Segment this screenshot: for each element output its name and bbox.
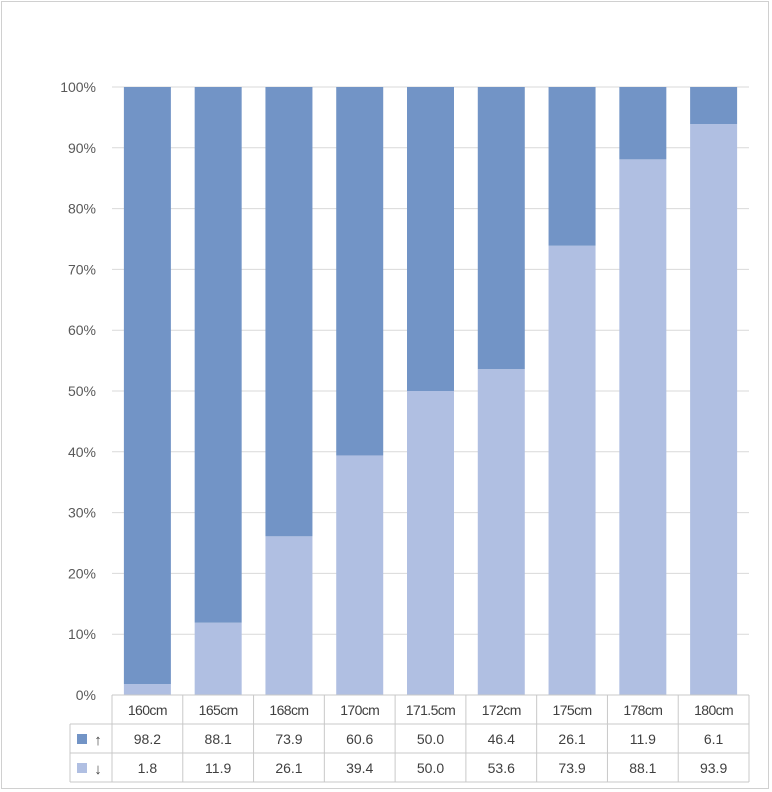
y-tick-label: 30%	[68, 505, 96, 521]
bar-segment-up	[123, 87, 171, 685]
x-category-label: 178cm	[623, 702, 662, 718]
x-category-label: 165cm	[199, 702, 238, 718]
bar-segment-down	[619, 159, 667, 696]
bar-segment-down	[548, 245, 596, 696]
legend-label: ↑	[94, 732, 102, 749]
bar-segment-down	[265, 536, 313, 695]
data-table-value: 46.4	[488, 731, 515, 747]
data-table-value: 60.6	[346, 731, 373, 747]
legend-key	[77, 763, 87, 773]
data-table-value: 11.9	[630, 731, 656, 747]
y-tick-label: 60%	[68, 322, 96, 338]
data-table-value: 26.1	[275, 760, 302, 776]
x-category-label: 170cm	[340, 702, 379, 718]
data-table-value: 98.2	[134, 731, 161, 747]
x-category-label: 168cm	[269, 702, 308, 718]
data-table-value: 53.6	[488, 760, 515, 776]
bars	[123, 87, 738, 696]
y-tick-label: 80%	[68, 201, 96, 217]
y-tick-label: 10%	[68, 626, 96, 642]
x-category-label: 180cm	[694, 702, 733, 718]
data-table-value: 39.4	[346, 760, 373, 776]
y-tick-label: 50%	[68, 383, 96, 399]
bar-segment-down	[690, 124, 738, 695]
y-tick-label: 20%	[68, 565, 96, 581]
data-table-value: 11.9	[205, 760, 231, 776]
y-tick-label: 90%	[68, 140, 96, 156]
bar-segment-up	[619, 87, 667, 160]
data-table-value: 73.9	[275, 731, 302, 747]
x-category-label: 171.5cm	[406, 702, 456, 718]
data-table-value: 88.1	[629, 760, 656, 776]
bar-segment-down	[123, 684, 171, 695]
x-category-label: 160cm	[128, 702, 167, 718]
bar-segment-down	[407, 391, 454, 695]
bar-segment-up	[407, 87, 454, 391]
data-table: 160cm 165cm 168cm 170cm 171.5cm 172cm 175cm 178…	[69, 694, 750, 783]
data-table-value: 26.1	[558, 731, 585, 747]
bar-segment-down	[336, 455, 384, 695]
legend-key	[77, 734, 87, 744]
data-table-value: 1.8	[138, 760, 158, 776]
legend-label: ↓	[94, 761, 102, 778]
x-category-label: 172cm	[482, 702, 521, 718]
data-table-value: 50.0	[417, 760, 444, 776]
bar-segment-down	[477, 369, 525, 695]
bar-segment-down	[194, 622, 242, 695]
y-tick-label: 100%	[60, 79, 96, 95]
data-table-value: 93.9	[700, 760, 727, 776]
data-table-value: 88.1	[205, 731, 232, 747]
data-table-value: 50.0	[417, 731, 444, 747]
data-table-value: 73.9	[558, 760, 585, 776]
x-category-label: 175cm	[553, 702, 592, 718]
y-axis-ticks: 0% 10% 20% 30% 40% 50% 60% 70% 80% 90% 100%	[60, 79, 96, 703]
y-tick-label: 70%	[68, 261, 96, 277]
bar-segment-up	[548, 87, 596, 246]
bar-segment-up	[265, 87, 313, 537]
bar-segment-up	[194, 87, 242, 623]
y-tick-label: 0%	[76, 687, 96, 703]
bar-segment-up	[690, 87, 738, 125]
bar-segment-up	[477, 87, 525, 370]
bar-segment-up	[336, 87, 384, 456]
y-tick-label: 40%	[68, 444, 96, 460]
data-table-value: 6.1	[704, 731, 724, 747]
